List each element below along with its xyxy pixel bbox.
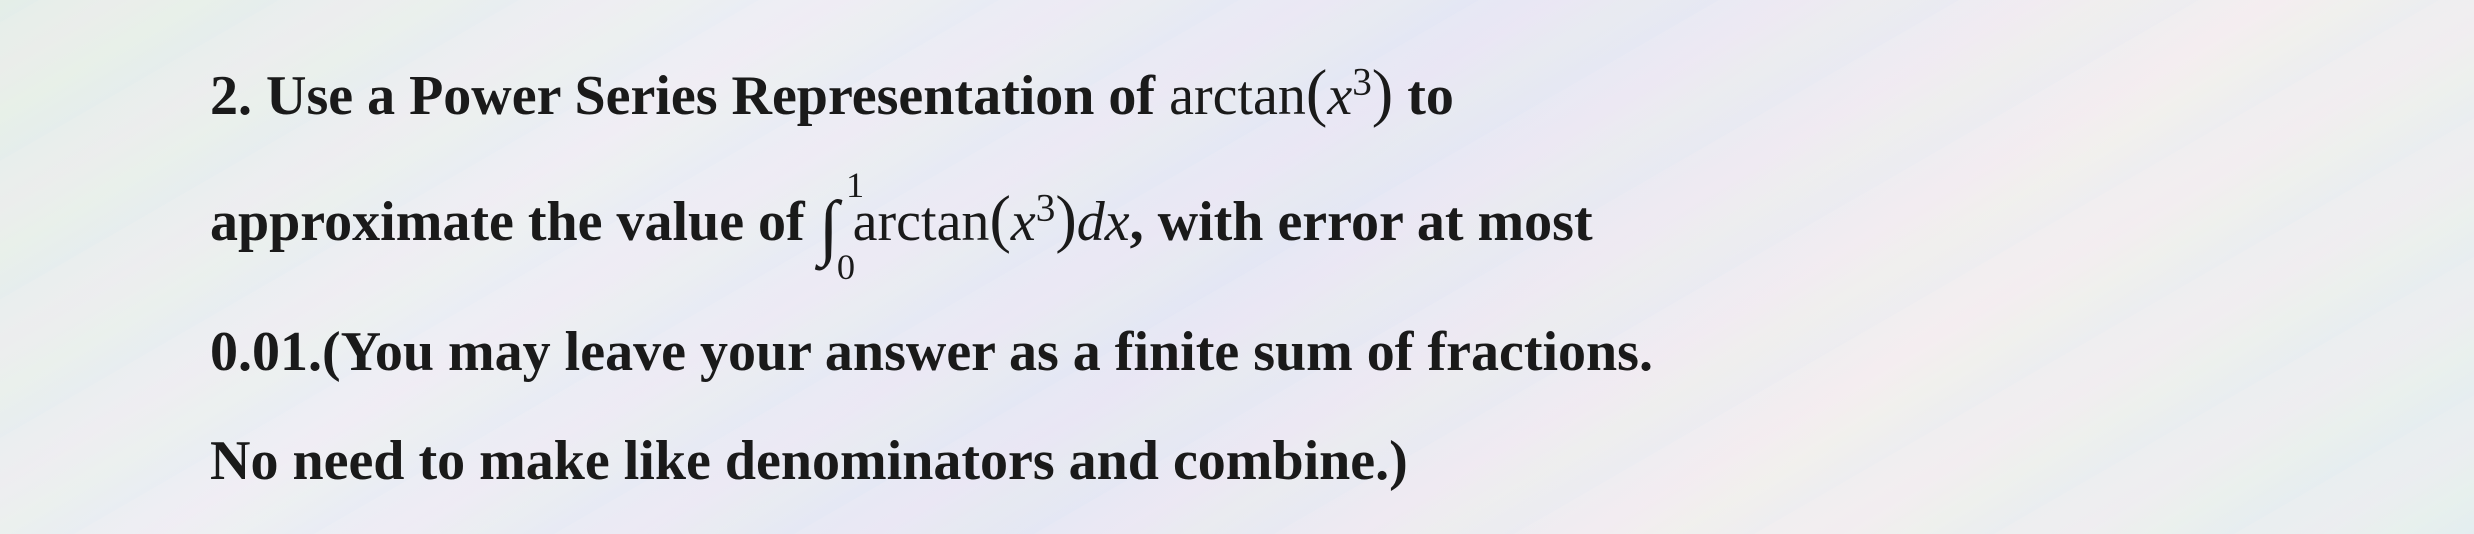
line-1: 2. Use a Power Series Representation of … bbox=[210, 30, 2324, 156]
math-integral: ∫10 arctan(x3)dx bbox=[819, 191, 1130, 253]
line1-text-a: Use a Power Series Representation of bbox=[266, 65, 1169, 127]
line-4: No need to make like denominators and co… bbox=[210, 407, 2324, 516]
var-x-2: x bbox=[1011, 191, 1036, 253]
integral-upper: 1 bbox=[846, 150, 864, 221]
integral-lower: 0 bbox=[837, 232, 855, 303]
paren-close: ) bbox=[1372, 57, 1393, 128]
line1-text-b: to bbox=[1393, 65, 1454, 127]
line-2: approximate the value of ∫10 arctan(x3)d… bbox=[210, 156, 2324, 298]
fn-arctan: arctan bbox=[1169, 65, 1306, 127]
integral-symbol-wrap: ∫10 bbox=[819, 156, 839, 298]
paren-open-2: ( bbox=[989, 183, 1010, 254]
line2-text-a: approximate the value of bbox=[210, 191, 819, 253]
problem-text: 2. Use a Power Series Representation of … bbox=[210, 30, 2324, 516]
paren-open: ( bbox=[1306, 57, 1327, 128]
paren-close-2: ) bbox=[1055, 183, 1076, 254]
diff-d: d bbox=[1077, 191, 1105, 253]
integral-symbol: ∫ bbox=[819, 156, 839, 298]
math-arctan-x3: arctan(x3) bbox=[1169, 65, 1393, 127]
var-x: x bbox=[1327, 65, 1352, 127]
problem-number: 2. bbox=[210, 65, 252, 127]
line-3: 0.01.(You may leave your answer as a fin… bbox=[210, 298, 2324, 407]
diff-x: x bbox=[1105, 191, 1130, 253]
exp-3-2: 3 bbox=[1036, 186, 1056, 229]
exp-3: 3 bbox=[1352, 60, 1372, 103]
line2-text-b: , with error at most bbox=[1130, 191, 1593, 253]
